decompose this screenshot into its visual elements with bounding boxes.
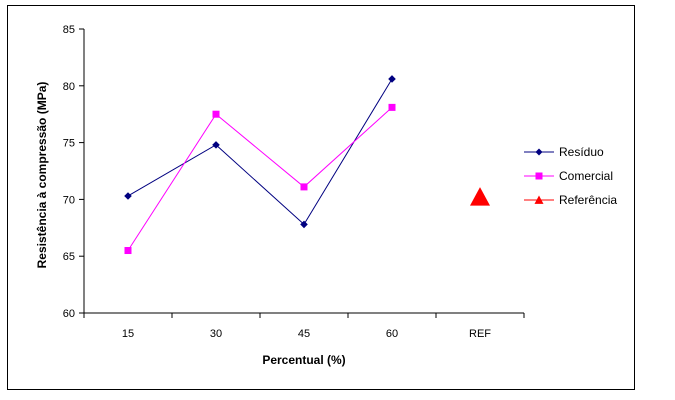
legend-label-residuo: Resíduo [559, 145, 604, 159]
y-tick-label: 75 [63, 138, 75, 150]
x-tick-label: 60 [386, 328, 398, 340]
y-tick-label: 60 [63, 308, 75, 320]
data-point-residuo [124, 192, 132, 200]
y-tick-label: 70 [63, 194, 75, 206]
y-tick-label: 85 [63, 24, 75, 36]
data-point-comercial [124, 247, 132, 255]
legend-label-comercial: Comercial [559, 169, 613, 183]
legend: Resíduo Comercial Referência [524, 145, 617, 207]
legend-marker-comercial [535, 172, 543, 180]
data-point-comercial [212, 110, 220, 118]
data-point-residuo [388, 75, 396, 83]
data-point-comercial [388, 103, 396, 111]
data-point-residuo [300, 220, 308, 229]
x-tick-label: 45 [298, 328, 310, 340]
y-tick-label: 65 [63, 251, 75, 263]
legend-marker-referencia [534, 195, 544, 204]
plot-area: 60 65 70 75 80 85 15 30 45 60 REF [63, 24, 525, 340]
data-point-residuo [212, 141, 220, 149]
data-point-referencia [470, 187, 490, 206]
chart-frame [7, 5, 635, 390]
legend-marker-residuo [535, 148, 543, 156]
legend-label-referencia: Referência [559, 193, 617, 207]
x-tick-label: REF [469, 328, 491, 340]
series-line-residuo [127, 78, 393, 226]
series-line-comercial [127, 107, 393, 251]
x-axis-title: Percentual (%) [262, 353, 345, 367]
x-tick-label: 15 [122, 328, 134, 340]
y-axis-title: Resistência à compressão (MPa) [35, 82, 49, 269]
y-tick-label: 80 [63, 81, 75, 93]
x-tick-label: 30 [210, 328, 222, 340]
data-point-comercial [300, 183, 308, 191]
